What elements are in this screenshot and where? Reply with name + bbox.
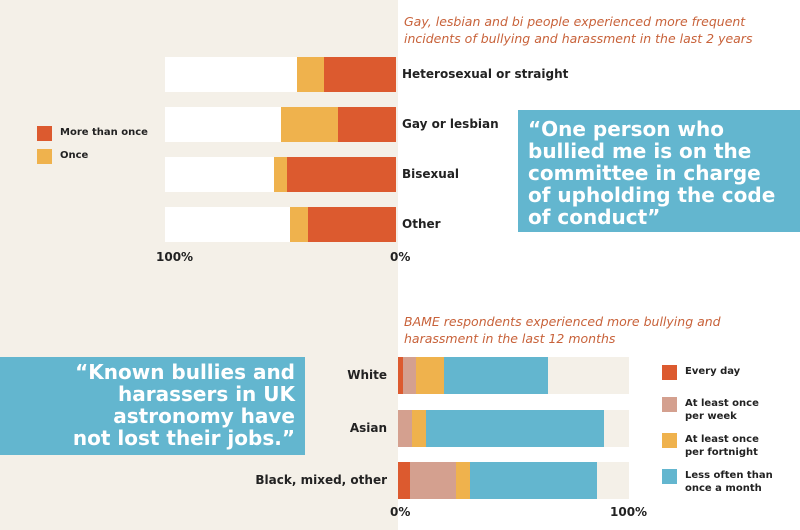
- chart2-bar-segment: [469, 462, 597, 499]
- chart2-category-label: Asian: [349, 421, 387, 435]
- quote-bottom: “Known bullies and harassers in UK astro…: [0, 357, 305, 455]
- legend-swatch: [662, 397, 677, 412]
- chart1-bar-segment: [296, 57, 325, 92]
- chart2-bar-segment: [425, 410, 604, 447]
- legend-more-than-once: More than once: [37, 126, 148, 141]
- chart2-bar-segment: [402, 357, 417, 394]
- chart1-bar-row: [165, 207, 396, 242]
- chart2-bar-segment: [409, 462, 456, 499]
- chart2-bar-row: [398, 410, 629, 447]
- chart2-category-label: White: [347, 368, 387, 382]
- chart1-bar-segment: [273, 157, 288, 192]
- legend-label: At least once per week: [685, 398, 759, 422]
- chart2-tick-100: 100%: [610, 505, 648, 519]
- chart1-tick-100: 100%: [156, 250, 194, 264]
- chart1-category-label: Gay or lesbian: [402, 117, 499, 131]
- chart1-bar-row: [165, 157, 396, 192]
- quote-top: “One person who bullied me is on the com…: [518, 110, 800, 232]
- chart1-category-label: Heterosexual or straight: [402, 67, 569, 81]
- chart2-bar-segment: [416, 357, 445, 394]
- legend-monthly: Less often than once a month: [662, 469, 782, 495]
- legend-weekly: At least once per week: [662, 397, 772, 423]
- chart2-category-label: Black, mixed, other: [255, 473, 387, 487]
- chart1-category-label: Bisexual: [402, 167, 460, 181]
- chart2-bar-segment: [455, 462, 470, 499]
- chart2-bar-segment: [398, 410, 412, 447]
- legend-swatch: [662, 365, 677, 380]
- chart1-bar-segment: [280, 107, 339, 142]
- chart1-tick-0: 0%: [390, 250, 411, 264]
- chart1-bar-row: [165, 107, 396, 142]
- chart1-bar-segment: [338, 107, 396, 142]
- chart2-tick-0: 0%: [390, 505, 411, 519]
- chart2-bar-segment: [398, 462, 410, 499]
- chart1-bar-row: [165, 57, 396, 92]
- chart1-bar-segment: [324, 57, 396, 92]
- chart1-bar-segment: [287, 157, 396, 192]
- legend-swatch: [37, 126, 52, 141]
- legend-label: More than once: [60, 127, 148, 138]
- legend-swatch: [662, 433, 677, 448]
- legend-once: Once: [37, 149, 88, 164]
- chart2-title: BAME respondents experienced more bullyi…: [404, 314, 721, 346]
- chart1-bar-segment: [308, 207, 396, 242]
- legend-label: Every day: [685, 366, 741, 377]
- chart2-bar-segment: [398, 357, 403, 394]
- legend-swatch: [662, 469, 677, 484]
- chart2-bar-segment: [411, 410, 426, 447]
- legend-label: Once: [60, 150, 89, 161]
- chart2-bar-row: [398, 357, 629, 394]
- legend-label: Less often than once a month: [685, 470, 773, 494]
- legend-label: At least once per fortnight: [685, 434, 759, 458]
- chart2-bar-segment: [444, 357, 549, 394]
- chart1-bar-segment: [289, 207, 309, 242]
- chart1-title: Gay, lesbian and bi people experienced m…: [404, 14, 753, 46]
- chart2-bar-row: [398, 462, 629, 499]
- legend-fortnightly: At least once per fortnight: [662, 433, 772, 459]
- chart1-category-label: Other: [402, 217, 441, 231]
- legend-swatch: [37, 149, 52, 164]
- legend-every-day: Every day: [662, 365, 740, 380]
